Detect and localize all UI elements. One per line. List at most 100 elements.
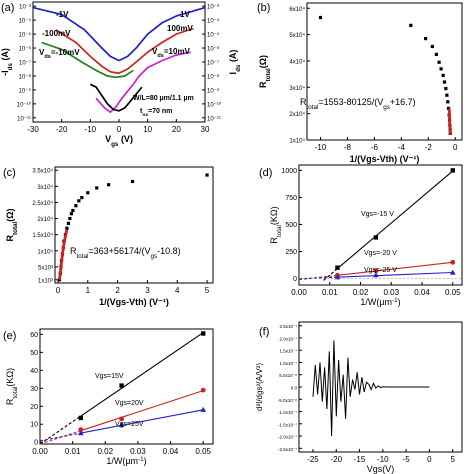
panel-a-xlabel-part: (V)	[118, 134, 133, 144]
panel-e-ytick-label: 30	[30, 386, 38, 393]
panel-a-ytick-label: 10⁻⁸	[19, 73, 32, 80]
panel-c-point	[80, 196, 84, 200]
panel-d-fit-line	[337, 170, 454, 270]
panel-f-xtick-label: 5	[450, 455, 455, 464]
panel-e-fit-line	[80, 390, 204, 432]
panel-e-xtick-label: 0.05	[195, 447, 211, 456]
panel-a-label-wl: W/L=80 µm/1.1 µm	[133, 95, 194, 102]
panel-a-ytick-right-label: 10⁻³	[207, 5, 219, 11]
panel-a: (a) -30 -20 -10 0 10 20 30 10⁻³ 10⁻⁴ 10⁻⁵ 10⁻⁶ 10⁻⁷ 1…	[0, 1, 242, 148]
panel-a-curve	[32, 6, 206, 62]
panel-b-xlabel: 1/(Vgs-Vth) (V⁻¹)	[350, 154, 420, 164]
panel-b-point	[446, 106, 451, 110]
panel-a-xlabel-part: V	[105, 134, 111, 144]
panel-c-point	[74, 204, 78, 208]
panel-d-xlabel-part: )	[398, 297, 401, 307]
panel-b-ylabel: Rtotal(Ω)	[258, 55, 272, 88]
panel-e-ytick-label: 0	[34, 440, 38, 447]
panel-f-ytick-label: 2.0x10⁻⁷	[279, 336, 297, 341]
panel-a-ytick-label: 10⁻⁷	[19, 60, 31, 67]
panel-f-ytick-label: -1.5x10⁻⁷	[278, 422, 297, 427]
panel-c-point	[205, 173, 209, 177]
panel-b-point	[430, 44, 434, 49]
panel-c-xlabel-part: (V⁻¹)	[147, 297, 169, 307]
panel-d-ylabel: Rtotal(KΩ)	[269, 206, 283, 243]
panel-d-frame	[298, 164, 463, 286]
panel-f-xtick-label: -25	[307, 455, 319, 464]
panel-a-xtick-label: -20	[56, 125, 68, 134]
panel-b-fit-line	[447, 108, 452, 135]
panel-a-label-neg10mv-part: V	[39, 48, 45, 57]
panel-c-xlabel-part: 1/(Vgs-Vth)	[99, 297, 147, 307]
panel-c-point	[68, 216, 72, 221]
panel-c-xtick-label: 1	[86, 286, 91, 295]
panel-b-point	[442, 80, 447, 84]
panel-d-letter: (d)	[259, 167, 272, 179]
panel-a-ytick-right-label: 10⁻⁷	[207, 60, 219, 67]
panel-d-xtick-label: 0.03	[383, 288, 399, 297]
panel-b-xlabel-part: (V⁻¹)	[397, 154, 419, 164]
panel-c-ytick-label: 2.5x10⁴	[32, 200, 53, 207]
panel-b-fit-formula-part: =1553-80125/(V	[318, 97, 383, 107]
panel-a-ylabel-right-part: I	[228, 72, 238, 75]
panel-f-ytick-label: -2.0x10⁻⁷	[278, 435, 297, 440]
panel-a-label-10mv: Vds=10mV	[152, 47, 191, 59]
panel-d-extrapolation-line	[298, 276, 338, 280]
panel-a-xlabel-part: gs	[111, 141, 119, 148]
panel-a-ytick-right-label: 10⁻¹⁰	[207, 101, 222, 108]
panel-e-extrapolation-line	[39, 415, 82, 445]
panel-a-label-tox-part: =70 nm	[148, 108, 172, 115]
panel-b-xtick-label: -8	[344, 143, 352, 152]
panel-a-label-1v: 1V	[180, 10, 190, 19]
panel-b-point	[445, 93, 449, 97]
panel-c-ytick-label: 3x10⁴	[37, 184, 53, 191]
panel-f-ytick-label: 0.0	[291, 386, 298, 391]
panel-c-point	[86, 191, 90, 195]
panel-e-xlabel-part: 1/W(µm	[106, 456, 138, 466]
panel-c: (c) 0 1 2 3 4 5 1x10³ 5x10³ 1x10⁴ 1.5x10⁴ 2x10⁴ 2.5x…	[3, 166, 214, 307]
panel-a-ytick-label: 10⁻⁴	[19, 18, 32, 25]
panel-d-xlabel-part: -1	[392, 297, 398, 304]
panel-c-ytick-label: 1.5x10⁴	[32, 232, 53, 239]
panel-a-label-neg100mv: -100mV	[42, 29, 71, 38]
panel-a-label-tox-part: ox	[142, 113, 148, 118]
panel-a-label-neg10mv: Vds=-10mV	[39, 48, 80, 60]
panel-a-ylabel-right-part: ds	[235, 64, 242, 72]
panel-e-point	[119, 383, 124, 388]
panel-a-xlabel: Vgs (V)	[105, 134, 133, 148]
panel-e-ylabel: Rtotal(KΩ)	[5, 368, 19, 405]
panel-a-curve	[55, 27, 194, 75]
panel-f-xtick-label: -20	[330, 455, 342, 464]
panel-a-label-tox: tox=70 nm	[140, 108, 172, 118]
panel-e-ytick-label: 10	[30, 422, 38, 429]
panel-e-ylabel-part: R	[5, 398, 15, 405]
panel-b-ytick-label: 4x10⁴	[289, 58, 305, 65]
panel-a-xtick-label: 20	[172, 125, 181, 134]
panel-f-xtick-label: -10	[377, 455, 389, 464]
panel-b-ytick-label: 2x10⁴	[289, 111, 305, 118]
panel-d-ylabel-part: total	[276, 225, 283, 237]
panel-d-xtick-label: 0.04	[414, 288, 430, 297]
panel-a-ytick-right-label: 10⁻¹¹	[207, 116, 221, 122]
panel-c-xtick-label: 5	[205, 286, 210, 295]
panel-c-fit-formula-part: =363+56174/(V	[88, 246, 150, 256]
panel-c-fit-formula-part: -10.8)	[157, 246, 181, 256]
panel-e-ytick-label: 50	[30, 350, 38, 357]
panel-a-ytick-label: 10⁻⁹	[19, 87, 32, 94]
panel-e-point	[78, 430, 84, 436]
panel-a-ylabel-left-part: ds	[7, 63, 14, 71]
panel-c-fit-line	[58, 229, 69, 280]
panel-b-point	[441, 73, 445, 78]
panel-a-curve	[41, 41, 134, 79]
panel-e-xlabel-part: )	[144, 456, 147, 466]
panel-f-ylabel: d²I/dgs²(A/V²)	[255, 363, 264, 411]
panel-a-frame	[32, 1, 206, 123]
panel-d-xtick-label: 0.01	[322, 288, 338, 297]
panel-c-ylabel-part: (Ω)	[5, 208, 15, 221]
panel-a-label-tox-part: t	[140, 108, 143, 115]
panel-e-ytick-label: 20	[30, 404, 38, 411]
panel-c-point	[77, 199, 81, 203]
panel-a-label-neg1v: -1V	[56, 10, 69, 19]
panel-e-ytick-label: 40	[30, 368, 38, 375]
panel-e-frame	[39, 328, 214, 445]
